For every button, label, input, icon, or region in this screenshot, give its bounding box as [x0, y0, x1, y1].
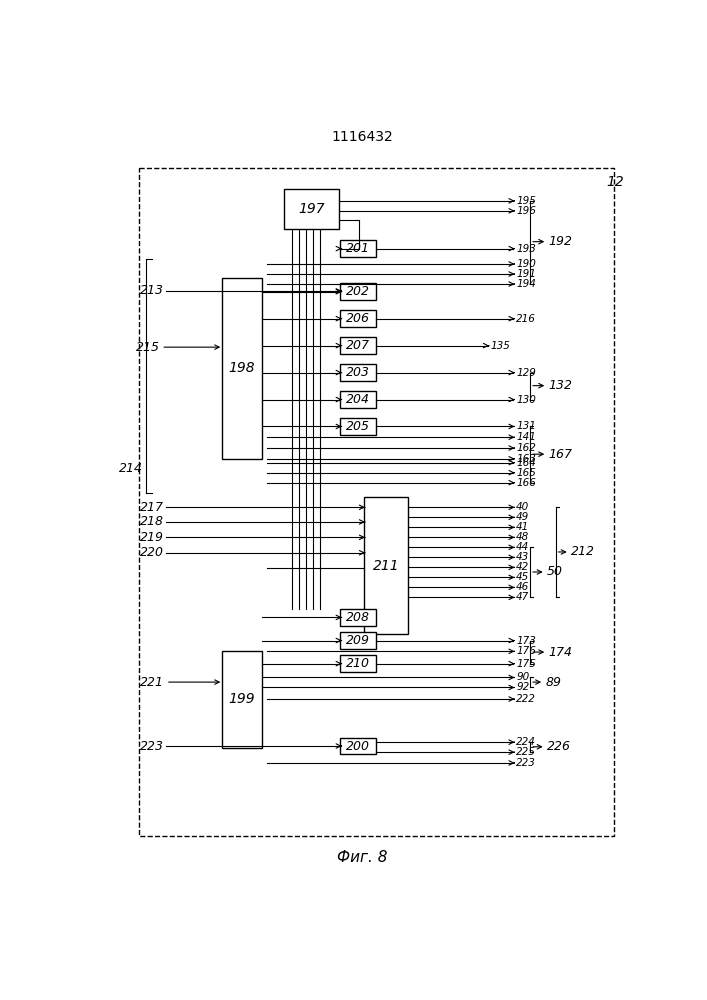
- Text: 223: 223: [140, 740, 164, 753]
- Text: 223: 223: [516, 758, 536, 768]
- Text: 12: 12: [606, 175, 624, 189]
- Bar: [340, 364, 376, 381]
- Text: 174: 174: [549, 646, 573, 659]
- Text: 90: 90: [516, 672, 530, 682]
- Text: 50: 50: [547, 565, 563, 578]
- Text: 204: 204: [346, 393, 370, 406]
- Text: 45: 45: [516, 572, 530, 582]
- Text: 205: 205: [346, 420, 370, 433]
- Text: 48: 48: [516, 532, 530, 542]
- Text: 214: 214: [119, 462, 143, 475]
- Text: 49: 49: [516, 512, 530, 522]
- Bar: [284, 189, 339, 229]
- Text: 47: 47: [516, 592, 530, 602]
- Text: 162: 162: [516, 443, 536, 453]
- Text: 224: 224: [516, 737, 536, 747]
- Text: 1116432: 1116432: [331, 130, 393, 144]
- Text: 200: 200: [346, 740, 370, 753]
- Text: 226: 226: [547, 740, 571, 753]
- Text: 190: 190: [516, 259, 536, 269]
- Text: 130: 130: [516, 395, 536, 405]
- Text: 193: 193: [516, 244, 536, 254]
- Text: 199: 199: [228, 692, 255, 706]
- Text: 206: 206: [346, 312, 370, 325]
- Text: 129: 129: [516, 368, 536, 378]
- Text: 194: 194: [516, 279, 536, 289]
- Text: 164: 164: [516, 458, 536, 468]
- Text: 40: 40: [516, 502, 530, 512]
- Bar: [340, 738, 376, 754]
- Text: 44: 44: [516, 542, 530, 552]
- Bar: [340, 240, 376, 257]
- Bar: [340, 418, 376, 435]
- Text: 191: 191: [516, 269, 536, 279]
- Bar: [340, 283, 376, 300]
- Bar: [340, 391, 376, 408]
- Text: 216: 216: [516, 314, 536, 324]
- Text: 132: 132: [549, 379, 573, 392]
- Text: 43: 43: [516, 552, 530, 562]
- Text: 222: 222: [516, 694, 536, 704]
- Text: 131: 131: [516, 421, 536, 431]
- Text: 201: 201: [346, 242, 370, 255]
- Text: 212: 212: [571, 545, 595, 558]
- Text: 210: 210: [346, 657, 370, 670]
- Text: 218: 218: [140, 515, 164, 528]
- Text: 195: 195: [516, 196, 536, 206]
- Bar: [222, 651, 262, 748]
- Text: 42: 42: [516, 562, 530, 572]
- Text: 203: 203: [346, 366, 370, 379]
- Text: 41: 41: [516, 522, 530, 532]
- Text: 225: 225: [516, 747, 536, 757]
- Text: 165: 165: [516, 468, 536, 478]
- Text: 192: 192: [549, 235, 573, 248]
- Text: 198: 198: [228, 361, 255, 375]
- Text: 208: 208: [346, 611, 370, 624]
- Bar: [340, 655, 376, 672]
- Text: 196: 196: [516, 206, 536, 216]
- Text: 46: 46: [516, 582, 530, 592]
- Bar: [222, 278, 262, 459]
- Bar: [340, 609, 376, 626]
- Text: 213: 213: [140, 284, 164, 297]
- Text: 207: 207: [346, 339, 370, 352]
- Text: 175: 175: [516, 659, 536, 669]
- Text: 135: 135: [491, 341, 510, 351]
- Text: 197: 197: [298, 202, 325, 216]
- Text: Фиг. 8: Фиг. 8: [337, 850, 387, 865]
- Bar: [340, 337, 376, 354]
- Bar: [363, 497, 409, 634]
- Text: 163: 163: [516, 454, 536, 464]
- Text: 92: 92: [516, 682, 530, 692]
- Text: 202: 202: [346, 285, 370, 298]
- Text: 217: 217: [140, 501, 164, 514]
- Text: 219: 219: [140, 531, 164, 544]
- Text: 89: 89: [546, 676, 561, 689]
- Text: 215: 215: [136, 341, 160, 354]
- Text: 211: 211: [373, 559, 399, 573]
- Text: 220: 220: [140, 546, 164, 559]
- Bar: [340, 632, 376, 649]
- Text: 173: 173: [516, 636, 536, 646]
- Text: 221: 221: [140, 676, 164, 689]
- Text: 176: 176: [516, 646, 536, 656]
- Text: 166: 166: [516, 478, 536, 488]
- Text: 141: 141: [516, 432, 536, 442]
- Text: 209: 209: [346, 634, 370, 647]
- Text: 167: 167: [549, 448, 573, 461]
- Bar: [340, 310, 376, 327]
